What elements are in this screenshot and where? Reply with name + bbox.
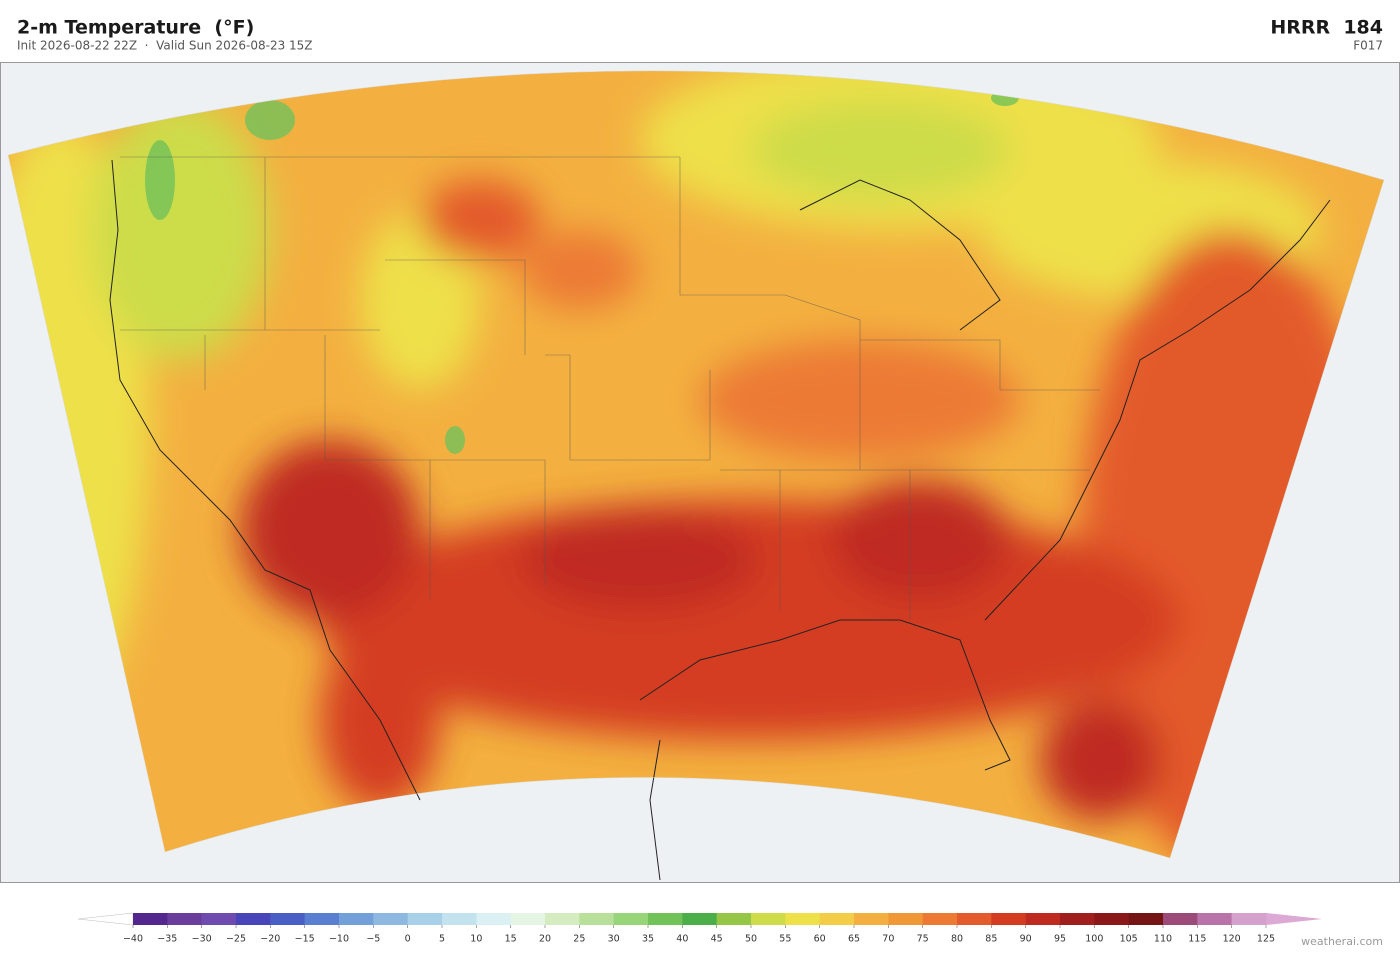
colorbar-tick-label: −25 [226,934,246,945]
colorbar-bin [510,913,546,925]
colorbar-bin [407,913,443,925]
colorbar-tick-label: 125 [1257,934,1275,945]
colorbar-bin [270,913,305,925]
colorbar-bin [648,913,683,925]
colorbar-bin [716,913,752,925]
subtitle: Init 2026-08-22 22Z · Valid Sun 2026-08-… [17,39,313,53]
colorbar-tick-label: −40 [123,934,143,945]
coastlines [109,159,1331,881]
colorbar-bin [613,913,649,925]
colorbar-tick-label: 90 [1020,934,1032,945]
colorbar-tick-label: 80 [951,934,963,945]
colorbar-bin [751,913,786,925]
colorbar-tick-label: 50 [745,934,757,945]
colorbar-over [1266,913,1322,925]
colorbar-tick-label: 15 [505,934,517,945]
colorbar-tick-label: 40 [676,934,688,945]
colorbar-bin [888,913,923,925]
colorbar-bin [1163,913,1198,925]
colorbar-tick-label: −15 [295,934,315,945]
colorbar-bin [1231,913,1267,925]
colorbar-bin [819,913,855,925]
colorbar-bin [922,913,958,925]
colorbar-tick-label: 5 [439,934,445,945]
colorbar-under [77,912,134,926]
colorbar-tick-label: 10 [470,934,482,945]
map [0,62,1400,883]
colorbar-bin [785,913,820,925]
colorbar-tick-label: 0 [405,934,411,945]
colorbar-tick-label: 45 [711,934,723,945]
colorbar-tick-label: 60 [814,934,826,945]
colorbar-bin [1060,913,1095,925]
colorbar-bin [1128,913,1164,925]
title: 2-m Temperature (°F) [17,17,254,39]
model: HRRR 184 [1270,17,1383,39]
colorbar-bin [1025,913,1061,925]
colorbar-bin [133,913,168,925]
colorbar-bin [957,913,992,925]
colorbar-bin [476,913,511,925]
colorbar-bin [339,913,374,925]
watermark: weatherai.com [1301,935,1383,948]
state-lines [120,156,1100,620]
colorbar-tick-label: 35 [642,934,654,945]
colorbar-tick-label: −30 [192,934,212,945]
colorbar-bin [854,913,889,925]
colorbar-tick-label: 120 [1223,934,1241,945]
colorbar: −40 −35 −30 −25 −20 −15 −10 −5 0 5 10 15 20 25 30 35 40 4… [77,912,1322,945]
colorbar-bin [1094,913,1129,925]
colorbar-bin [442,913,477,925]
colorbar-tick-label: 55 [779,934,791,945]
colorbar-bin [201,913,237,925]
colorbar-bin [167,913,202,925]
colorbar-bin [1197,913,1232,925]
colorbar-tick-label: 65 [848,934,860,945]
colorbar-tick-label: 25 [573,934,585,945]
colorbar-bin [579,913,614,925]
colorbar-tick-label: −35 [157,934,177,945]
colorbar-tick-label: −10 [329,934,349,945]
forecast-hour: F017 [1353,39,1383,53]
colorbar-tick-label: 110 [1154,934,1172,945]
colorbar-tick-label: 100 [1085,934,1103,945]
colorbar-bin [545,913,580,925]
colorbar-tick-label: 85 [985,934,997,945]
colorbar-tick-label: 105 [1120,934,1138,945]
colorbar-bin [991,913,1026,925]
colorbar-tick-label: 75 [917,934,929,945]
temperature-field [8,70,1384,858]
colorbar-tick-label: 95 [1054,934,1066,945]
colorbar-bin [682,913,717,925]
colorbar-bin [236,913,271,925]
colorbar-tick-label: −20 [260,934,280,945]
colorbar-bin [304,913,340,925]
colorbar-tick-label: 115 [1188,934,1206,945]
colorbar-tick-label: −5 [366,934,380,945]
colorbar-bin [373,913,408,925]
colorbar-tick-label: 70 [882,934,894,945]
colorbar-tick-label: 20 [539,934,551,945]
colorbar-tick-label: 30 [608,934,620,945]
